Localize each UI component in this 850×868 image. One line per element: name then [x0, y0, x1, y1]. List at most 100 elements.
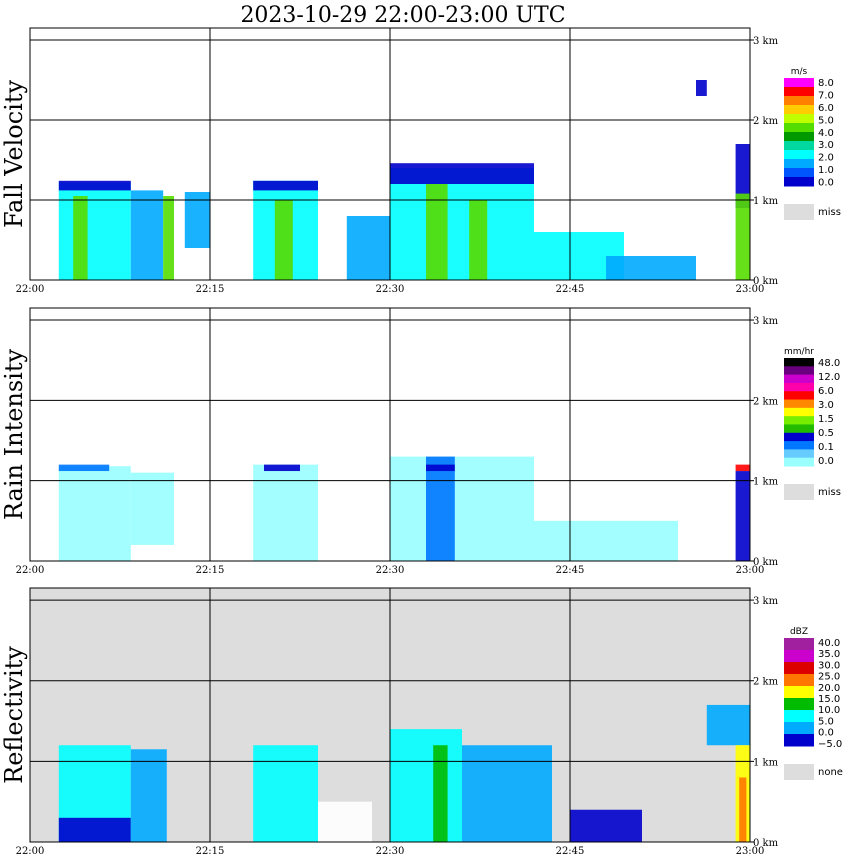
legend-label: 12.0	[818, 372, 840, 383]
legend-label: 4.0	[818, 128, 834, 139]
height-tick-label: 3 km	[753, 36, 779, 47]
legend-swatch	[784, 382, 814, 392]
legend-swatch	[784, 141, 814, 151]
figure-title: 2023-10-29 22:00-23:00 UTC	[240, 3, 565, 28]
legend-swatch	[784, 78, 814, 88]
panel-3: 22:00 22:15 22:30 22:45 23:000 km 1 km 2 km 3 k…	[0, 587, 843, 857]
echo-region	[184, 192, 210, 248]
x-tick-label: 22:15	[196, 846, 225, 857]
panel-ylabel: Fall Velocity	[0, 80, 28, 229]
height-tick-label: 1 km	[753, 477, 779, 488]
legend-label: 7.0	[818, 90, 834, 101]
echo-region	[735, 144, 750, 208]
plot-frame	[29, 587, 751, 843]
legend-swatch	[784, 366, 814, 376]
echo-region	[469, 200, 488, 280]
legend-swatch	[784, 638, 814, 651]
legend-label: 0.0	[818, 178, 834, 189]
echo-region	[253, 464, 318, 561]
x-tick-label: 22:00	[16, 846, 45, 857]
x-tick-label: 22:45	[556, 846, 585, 857]
echo-region	[264, 464, 300, 472]
x-tick-label: 22:30	[376, 284, 405, 295]
legend-swatch	[784, 722, 814, 735]
legend-label: −5.0	[818, 739, 842, 750]
x-tick-label: 23:00	[736, 846, 765, 857]
echo-region	[735, 464, 750, 472]
panel-ylabel: Reflectivity	[0, 646, 28, 784]
height-tick-label: 2 km	[753, 396, 779, 407]
echo-region	[253, 180, 318, 191]
legend-label: 0.1	[818, 442, 834, 453]
legend-label: 6.0	[818, 386, 834, 397]
echo-region	[390, 456, 534, 561]
legend-swatch	[784, 87, 814, 97]
legend-label: 2.0	[818, 153, 834, 164]
legend-label: 3.0	[818, 140, 834, 151]
legend-unit: dBZ	[790, 627, 808, 637]
echo-region	[462, 745, 552, 842]
legend-swatch	[784, 674, 814, 687]
echo-region	[58, 466, 131, 561]
legend-swatch	[784, 662, 814, 675]
panel-1: 22:00 22:15 22:30 22:45 23:000 km 1 km 2 km 3 k…	[0, 27, 841, 295]
echo-region	[130, 190, 164, 280]
legend-swatch	[784, 407, 814, 417]
height-tick-label: 0 km	[753, 276, 779, 287]
legend-miss-swatch	[784, 204, 814, 220]
height-tick-label: 0 km	[753, 838, 779, 849]
legend-miss-swatch	[784, 484, 814, 500]
legend-swatch	[784, 686, 814, 699]
legend-swatch	[784, 457, 814, 467]
legend-miss-label: miss	[818, 207, 841, 218]
legend-label: 15.0	[818, 694, 840, 705]
height-tick-label: 1 km	[753, 757, 779, 768]
legend-miss-swatch	[784, 764, 814, 780]
legend-swatch	[784, 132, 814, 142]
plot-frame	[29, 307, 751, 562]
legend-swatch	[784, 114, 814, 124]
panel-2: 22:00 22:15 22:30 22:45 23:000 km 1 km 2 km 3 k…	[0, 307, 841, 576]
height-tick-label: 1 km	[753, 196, 779, 207]
x-tick-label: 22:45	[556, 284, 585, 295]
echo-region	[706, 704, 750, 746]
echo-region	[274, 200, 293, 280]
x-tick-label: 22:00	[16, 565, 45, 576]
legend-swatch	[784, 441, 814, 450]
legend-swatch	[784, 698, 814, 711]
echo-region	[426, 464, 455, 472]
legend-swatch	[784, 358, 814, 367]
echo-region	[696, 80, 707, 96]
height-tick-label: 2 km	[753, 677, 779, 688]
echo-region	[73, 196, 88, 280]
echo-region	[58, 180, 131, 191]
legend-label: 1.0	[818, 165, 834, 176]
legend-unit: m/s	[791, 67, 808, 77]
height-tick-label: 3 km	[753, 316, 779, 327]
legend-swatch	[784, 416, 814, 425]
legend-swatch	[784, 96, 814, 106]
height-tick-label: 2 km	[753, 116, 779, 127]
echo-region	[346, 216, 390, 280]
legend-miss-label: none	[818, 767, 843, 778]
legend-label: 10.0	[818, 705, 840, 716]
x-tick-label: 23:00	[736, 565, 765, 576]
echo-region	[318, 801, 372, 842]
legend-label: 30.0	[818, 660, 840, 671]
legend-label: 20.0	[818, 683, 840, 694]
x-tick-label: 22:45	[556, 565, 585, 576]
echo-region	[606, 256, 696, 280]
echo-region	[390, 168, 534, 280]
legend-label: 35.0	[818, 649, 840, 660]
legend-label: 48.0	[818, 358, 840, 369]
echo-region	[58, 817, 131, 842]
echo-region	[253, 745, 318, 842]
legend-label: 8.0	[818, 78, 834, 89]
legend-label: 6.0	[818, 103, 834, 114]
legend-unit: mm/hr	[784, 347, 814, 357]
echo-region	[433, 745, 448, 842]
legend-swatch	[784, 399, 814, 409]
plot-frame	[29, 27, 751, 281]
legend-swatch	[784, 168, 814, 178]
legend-label: 5.0	[818, 115, 834, 126]
